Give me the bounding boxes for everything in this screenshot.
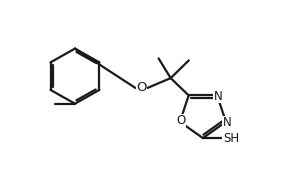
- Text: N: N: [223, 116, 231, 129]
- Text: O: O: [136, 81, 147, 94]
- Text: SH: SH: [223, 132, 239, 145]
- Text: N: N: [214, 90, 223, 103]
- Text: O: O: [176, 114, 186, 127]
